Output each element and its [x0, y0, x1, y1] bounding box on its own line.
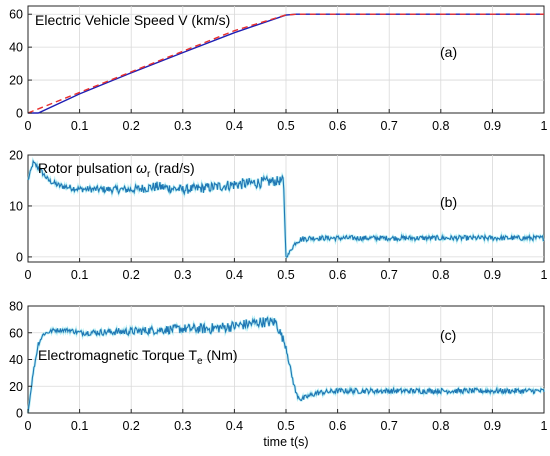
rotor-ytick-label: 20 — [9, 149, 23, 163]
rotor-series-line — [27, 159, 545, 258]
rotor-title-sub: r — [147, 169, 151, 180]
torque-xtick-label: 0.8 — [432, 419, 449, 433]
speed-panel-tag: (a) — [440, 44, 457, 60]
speed-xtick-label: 0.3 — [174, 119, 191, 133]
speed-xtick-label: 0 — [25, 119, 32, 133]
speed-xtick-label: 0.9 — [484, 119, 501, 133]
torque-xtick-label: 0.7 — [381, 419, 398, 433]
torque-ytick-label: 60 — [9, 326, 23, 340]
rotor-xtick-label: 0.7 — [381, 268, 398, 282]
rotor-xtick-label: 0.4 — [226, 268, 243, 282]
torque-xtick-label: 0 — [25, 419, 32, 433]
torque-title-unit: (Nm) — [203, 347, 238, 363]
speed-xtick-label: 1 — [541, 119, 548, 133]
speed-xtick-label: 0.5 — [277, 119, 294, 133]
speed-ytick-label: 40 — [9, 41, 23, 55]
rotor-title: Rotor pulsation ωr (rad/s) — [38, 160, 195, 180]
speed-series-reference — [27, 13, 544, 114]
speed-ytick-label: 60 — [9, 8, 23, 22]
torque-xtick-label: 0.1 — [71, 419, 88, 433]
rotor-title-symbol: ω — [136, 160, 147, 176]
torque-ytick-label: 20 — [9, 380, 23, 394]
rotor-xtick-label: 1 — [541, 268, 548, 282]
torque-xtick-label: 0.9 — [484, 419, 501, 433]
speed-xtick-label: 0.2 — [123, 119, 140, 133]
speed-panel: 0 0.1 0.2 0.3 0.4 0.5 0.6 0.7 0.8 0.9 1 0 20 40 60 Ele… — [9, 5, 548, 133]
torque-ytick-label: 80 — [9, 300, 23, 314]
speed-xtick-label: 0.7 — [381, 119, 398, 133]
torque-ytick-label: 40 — [9, 353, 23, 367]
torque-xtick-label: 0.4 — [226, 419, 243, 433]
rotor-xtick-label: 0.6 — [329, 268, 346, 282]
rotor-xtick-label: 0.5 — [277, 268, 294, 282]
rotor-xtick-label: 0 — [25, 268, 32, 282]
torque-title-main: Electromagnetic Torque T — [38, 347, 197, 363]
speed-xtick-label: 0.1 — [71, 119, 88, 133]
torque-xtick-label: 0.5 — [277, 419, 294, 433]
torque-title: Electromagnetic Torque Te (Nm) — [38, 347, 238, 367]
speed-ytick-label: 20 — [9, 74, 23, 88]
speed-xtick-label: 0.8 — [432, 119, 449, 133]
rotor-title-unit: (rad/s) — [150, 160, 194, 176]
rotor-xtick-label: 0.3 — [174, 268, 191, 282]
torque-xtick-label: 0.3 — [174, 419, 191, 433]
rotor-panel-tag: (b) — [440, 194, 457, 210]
rotor-ytick-label: 0 — [16, 250, 23, 264]
torque-xlabel: time t(s) — [263, 435, 308, 449]
rotor-xtick-label: 0.1 — [71, 268, 88, 282]
torque-panel: 0 0.1 0.2 0.3 0.4 0.5 0.6 0.7 0.8 0.9 1 0 20 40 60 80 E… — [9, 300, 547, 450]
rotor-xtick-label: 0.8 — [432, 268, 449, 282]
rotor-title-main: Rotor pulsation — [38, 160, 136, 176]
torque-xtick-label: 0.6 — [329, 419, 346, 433]
torque-title-sub: e — [197, 356, 203, 367]
speed-xtick-label: 0.6 — [329, 119, 346, 133]
torque-ytick-label: 0 — [16, 407, 23, 421]
rotor-ytick-label: 10 — [9, 199, 23, 213]
rotor-xtick-label: 0.9 — [484, 268, 501, 282]
speed-xtick-label: 0.4 — [226, 119, 243, 133]
speed-title: Electric Vehicle Speed V (km/s) — [35, 12, 230, 28]
torque-panel-tag: (c) — [440, 327, 456, 343]
rotor-xtick-label: 0.2 — [123, 268, 140, 282]
torque-xtick-label: 1 — [541, 419, 548, 433]
torque-xtick-label: 0.2 — [123, 419, 140, 433]
speed-ytick-label: 0 — [16, 107, 23, 121]
torque-series-line — [27, 316, 545, 414]
